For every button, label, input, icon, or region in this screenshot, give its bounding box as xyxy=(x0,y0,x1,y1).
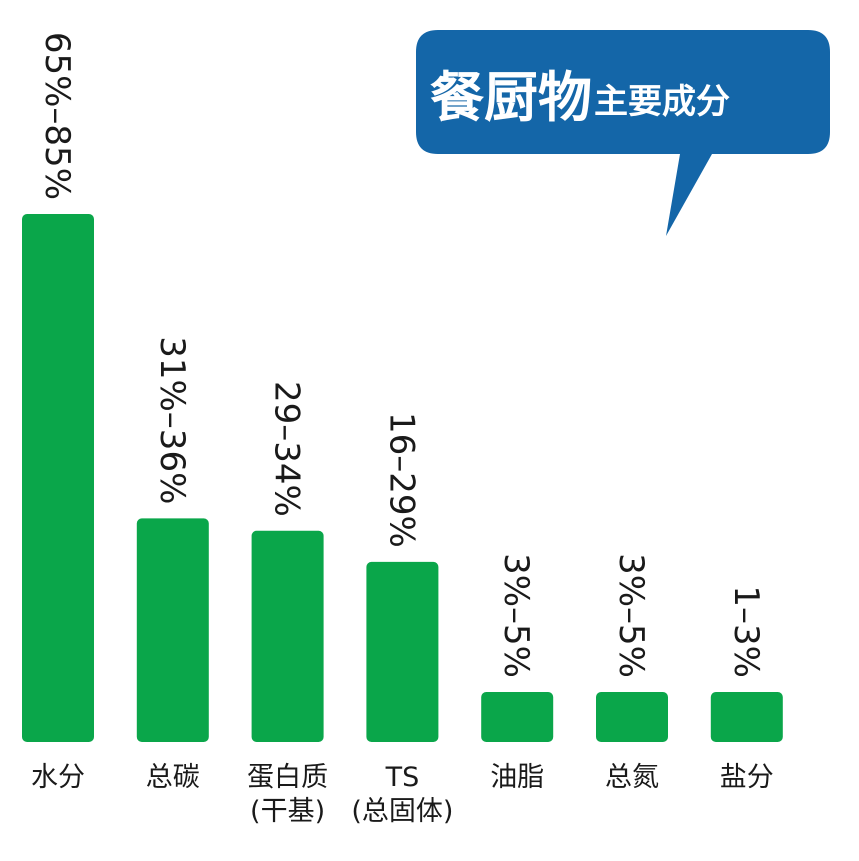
value-label-2: 29–34% xyxy=(267,381,307,517)
bar-3 xyxy=(366,561,439,742)
category-label-0: 水分 xyxy=(31,762,85,793)
title-bubble-shape xyxy=(416,30,830,236)
value-label-1: 31%–36% xyxy=(152,336,192,504)
category-label-2: 蛋白质 xyxy=(247,762,328,793)
bar-6 xyxy=(710,692,783,742)
value-label-0: 65%–85% xyxy=(37,32,77,200)
bar-1 xyxy=(136,518,209,742)
category-label-1: 总碳 xyxy=(146,762,200,793)
value-label-5: 3%–5% xyxy=(611,553,651,678)
category-label-3: TS xyxy=(385,762,420,793)
bars-group: 65%–85% 水分 31%–36% 总碳 29–34% 蛋白质(干基) 16–29% TS(… xyxy=(22,32,783,827)
value-label-4: 3%–5% xyxy=(496,553,536,678)
chart-title-main: 餐厨物 xyxy=(430,66,592,129)
value-label-3: 16–29% xyxy=(381,412,421,548)
category-label-6: 盐分 xyxy=(720,762,774,793)
chart-title-sub: 主要成分 xyxy=(594,82,730,122)
value-label-6: 1–3% xyxy=(726,585,766,678)
category-label-3-line2: (总固体) xyxy=(351,796,453,827)
title-bubble: 餐厨物 主要成分 xyxy=(416,30,830,236)
category-label-2-line2: (干基) xyxy=(250,796,325,827)
category-label-4: 油脂 xyxy=(490,762,544,793)
bar-5 xyxy=(596,692,668,742)
bar-4 xyxy=(481,692,554,742)
category-label-5: 总氮 xyxy=(605,762,659,793)
bar-0 xyxy=(22,214,94,742)
bar-2 xyxy=(251,530,324,742)
